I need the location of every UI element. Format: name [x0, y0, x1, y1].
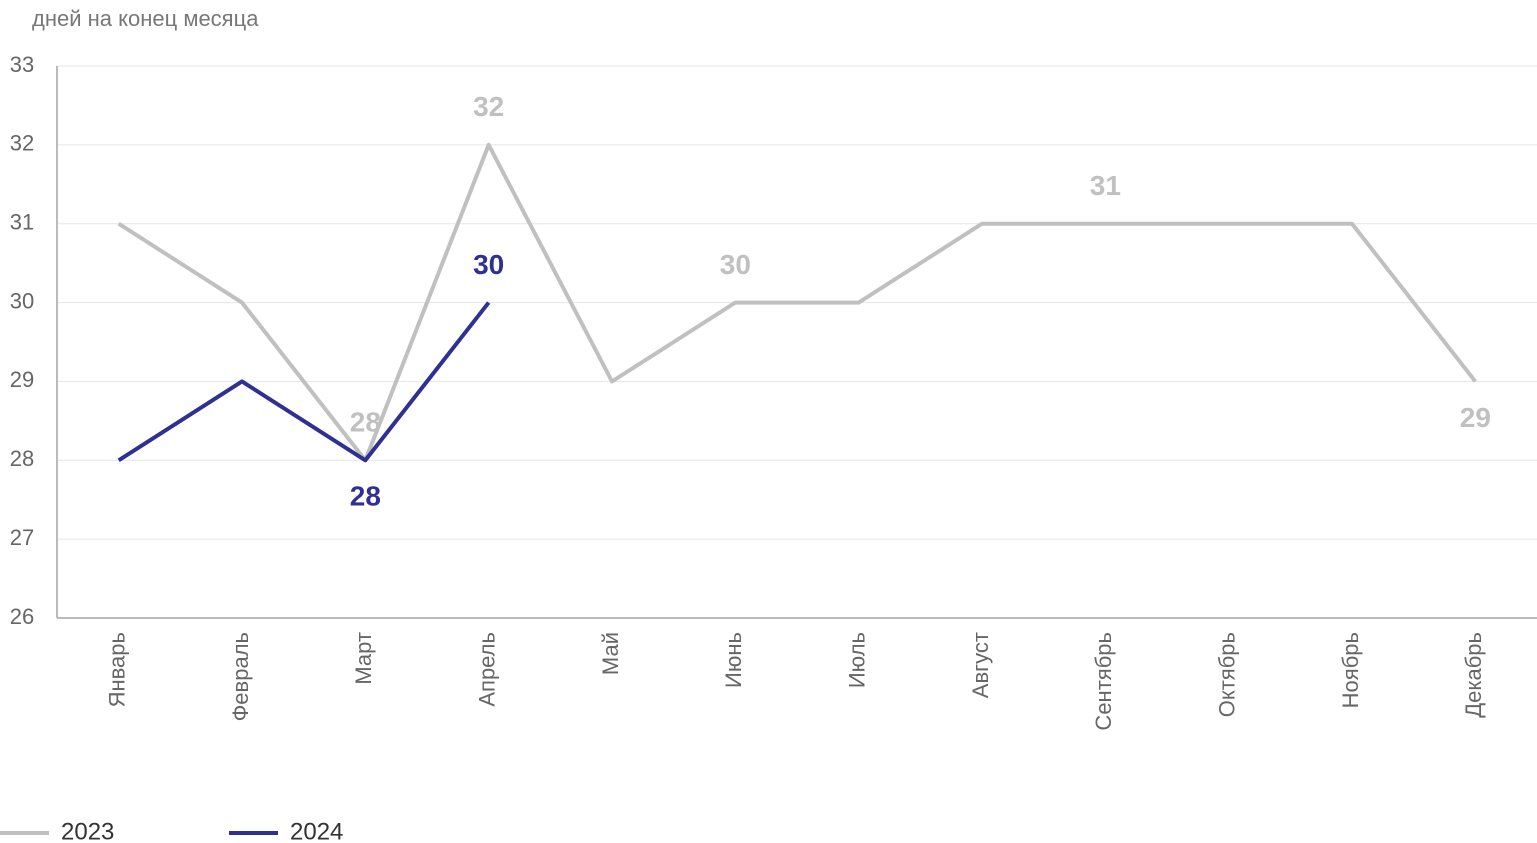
x-tick-label: Октябрь [1214, 632, 1239, 717]
series-line [117, 142, 1477, 463]
legend-label: 2023 [61, 818, 114, 843]
x-tick-label: Ноябрь [1338, 632, 1363, 708]
data-label: 30 [720, 249, 751, 280]
chart-subtitle: дней на конец месяца [32, 6, 259, 31]
data-label: 32 [473, 91, 504, 122]
x-tick-label: Август [968, 632, 993, 698]
legend-label: 2024 [290, 818, 343, 843]
y-tick-label: 32 [10, 131, 34, 156]
x-tick-label: Май [598, 632, 623, 675]
x-tick-label: Июнь [721, 632, 746, 688]
y-tick-label: 29 [10, 367, 34, 392]
x-tick-label: Март [351, 632, 376, 685]
x-tick-label: Февраль [228, 632, 253, 721]
y-tick-label: 28 [10, 446, 34, 471]
y-tick-label: 27 [10, 525, 34, 550]
data-label: 30 [473, 249, 504, 280]
data-label: 28 [350, 481, 381, 512]
x-tick-label: Январь [104, 632, 129, 707]
data-label: 31 [1090, 170, 1121, 201]
data-label: 28 [350, 407, 381, 438]
y-tick-label: 30 [10, 288, 34, 313]
x-tick-label: Апрель [474, 632, 499, 707]
data-label: 29 [1460, 402, 1491, 433]
x-tick-label: Сентябрь [1091, 632, 1116, 731]
y-tick-label: 33 [10, 52, 34, 77]
y-tick-label: 31 [10, 210, 34, 235]
x-tick-label: Декабрь [1461, 632, 1486, 718]
series-line [117, 301, 491, 463]
x-tick-label: Июль [844, 632, 869, 688]
y-tick-label: 26 [10, 604, 34, 629]
